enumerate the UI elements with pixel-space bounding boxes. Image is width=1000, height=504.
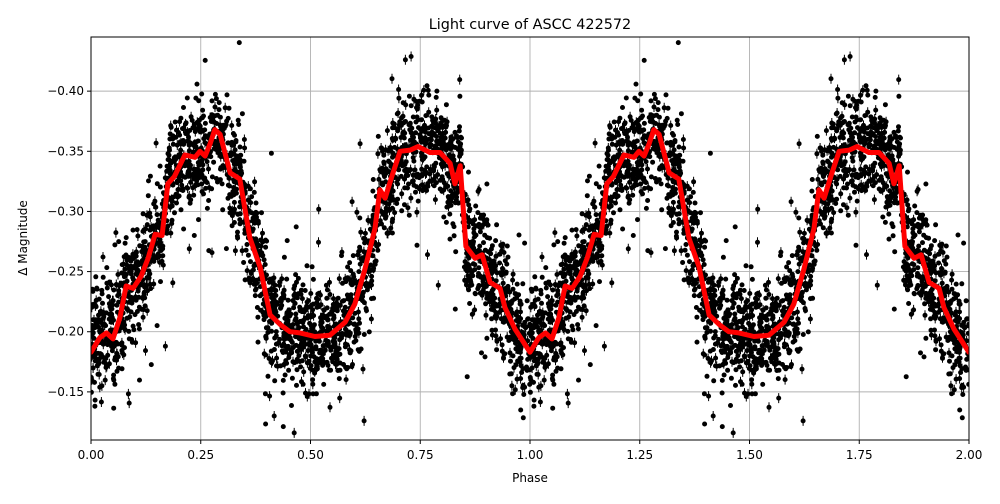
y-tick-label: −0.30 [47, 204, 84, 218]
x-tick-label: 1.25 [626, 448, 653, 462]
chart-title: Light curve of ASCC 422572 [429, 17, 631, 33]
x-axis-label: Phase [512, 471, 548, 485]
x-tick-label: 0.00 [78, 448, 105, 462]
y-tick-label: −0.25 [47, 265, 84, 279]
y-tick-label: −0.40 [47, 84, 84, 98]
x-tick-label: 1.00 [517, 448, 544, 462]
x-tick-label: 1.75 [846, 448, 873, 462]
y-tick-label: −0.20 [47, 325, 84, 339]
y-axis-label: Δ Magnitude [16, 200, 30, 276]
y-axis-ticks: −0.40 −0.35 −0.30 −0.25 −0.20 −0.15 [47, 84, 91, 399]
x-tick-label: 1.50 [736, 448, 763, 462]
x-tick-label: 0.75 [407, 448, 434, 462]
x-axis-ticks: 0.00 0.25 0.50 0.75 1.00 1.25 1.50 1.75 2.00 [78, 440, 983, 462]
y-tick-label: −0.35 [47, 144, 84, 158]
x-tick-label: 2.00 [956, 448, 983, 462]
x-tick-label: 0.25 [187, 448, 214, 462]
y-tick-label: −0.15 [47, 385, 84, 399]
x-tick-label: 0.50 [297, 448, 324, 462]
binned-mean-curve [91, 127, 969, 355]
